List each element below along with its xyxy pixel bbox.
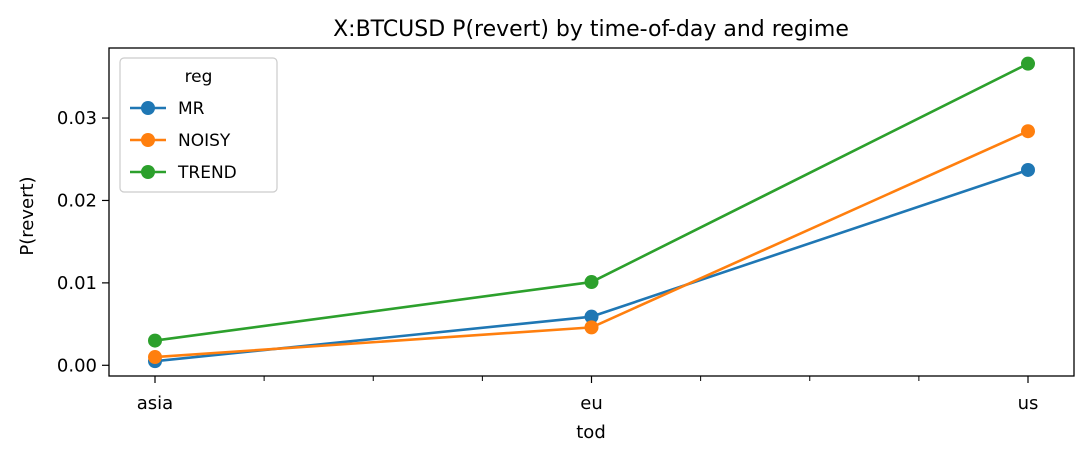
x-tick-label-us: us <box>1018 393 1039 414</box>
series-line-trend <box>154 62 1029 342</box>
legend-label-noisy: NOISY <box>178 131 231 151</box>
legend-label-trend: TREND <box>177 163 237 183</box>
data-point-mr-eu <box>584 309 599 324</box>
y-tick-label: 0.00 <box>57 355 97 376</box>
y-tick-label: 0.02 <box>57 190 97 211</box>
legend-label-mr: MR <box>178 99 205 119</box>
data-point-trend-us <box>1021 56 1035 71</box>
x-tick-label-eu: eu <box>580 393 602 414</box>
plot-area: asia eu us 0.00 0.01 0.02 0.03 <box>57 47 1075 414</box>
y-axis-label: P(revert) <box>17 176 38 255</box>
data-point-trend-eu <box>584 275 599 290</box>
y-tick-label: 0.01 <box>57 273 97 294</box>
data-point-noisy-asia <box>148 350 162 365</box>
data-point-noisy-eu <box>584 320 599 335</box>
legend-box <box>119 57 278 193</box>
legend: reg MR NOISY TREND <box>119 57 278 193</box>
data-point-noisy-us <box>1021 124 1035 139</box>
chart-title: X:BTCUSD P(revert) by time-of-day and re… <box>333 17 849 42</box>
data-point-trend-asia <box>148 333 162 348</box>
legend-marker-noisy <box>141 133 155 147</box>
x-axis-label: tod <box>576 422 606 443</box>
legend-marker-trend <box>141 165 155 179</box>
legend-title: reg <box>185 67 213 87</box>
x-tick-label-asia: asia <box>137 393 173 414</box>
y-tick-label: 0.03 <box>57 108 97 129</box>
data-point-mr-us <box>1021 162 1035 177</box>
legend-marker-mr <box>141 101 155 115</box>
